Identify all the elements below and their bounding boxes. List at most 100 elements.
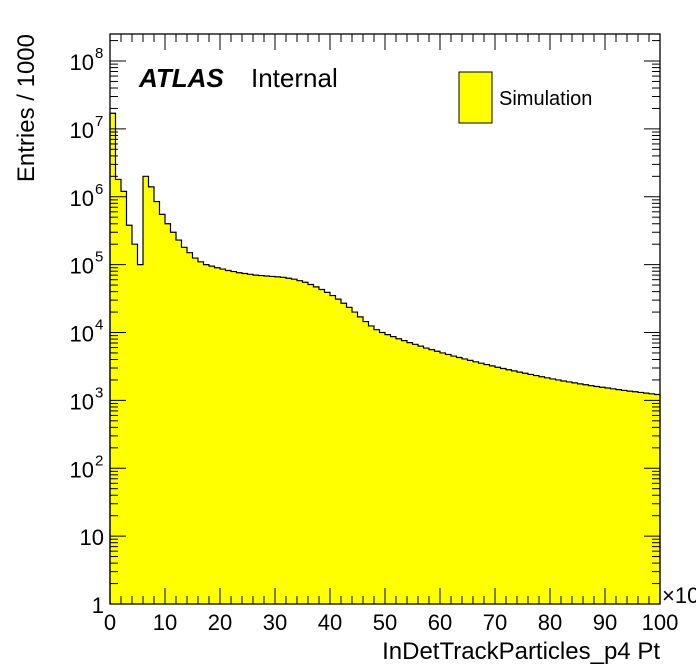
- histogram-bin: [170, 232, 177, 604]
- histogram-bin: [632, 391, 639, 604]
- histogram-bin: [286, 278, 292, 604]
- x-tick-label: 10: [153, 610, 177, 635]
- histogram-bin: [363, 321, 369, 604]
- histogram-bin: [390, 336, 397, 604]
- y-tick-exponent: 8: [95, 45, 103, 62]
- x-tick-label: 30: [263, 610, 287, 635]
- histogram-bin: [566, 381, 573, 604]
- y-tick-base: 10: [70, 322, 94, 347]
- histogram-bin: [467, 360, 474, 604]
- y-tick-exponent: 5: [95, 249, 103, 266]
- y-tick-label: 10 4: [70, 317, 104, 347]
- histogram-bin: [533, 375, 540, 604]
- y-tick-label: 10 7: [70, 113, 104, 143]
- histogram-bin: [324, 292, 331, 604]
- histogram-bin: [577, 383, 584, 604]
- histogram-bin: [605, 388, 611, 604]
- y-tick-label: 10 3: [70, 384, 104, 414]
- histogram-bin: [440, 352, 446, 604]
- histogram-bin: [539, 376, 545, 604]
- histogram-bin: [165, 223, 171, 604]
- histogram-bin: [654, 394, 661, 604]
- histogram-bin: [528, 374, 534, 604]
- histogram-bin: [385, 334, 391, 604]
- histogram-bin: [473, 361, 479, 604]
- y-tick-label: 10 8: [70, 45, 104, 75]
- histogram-bin: [643, 393, 650, 604]
- y-tick-exponent: 3: [95, 384, 103, 401]
- histogram-bin: [517, 372, 523, 604]
- x-tick-labels: 0 10 20 30 40 50 60 70 80 90 100: [104, 610, 678, 635]
- histogram-bin: [143, 176, 149, 604]
- histogram-outline: [109, 112, 661, 604]
- x-tick-label: 40: [318, 610, 342, 635]
- histogram-bin: [209, 266, 215, 604]
- histogram-bin: [264, 275, 270, 604]
- legend-label: Simulation: [499, 88, 592, 110]
- x-tick-label: 80: [538, 610, 562, 635]
- y-tick-label: 10 2: [70, 452, 104, 482]
- histogram-bin: [346, 307, 353, 604]
- histogram-bin: [396, 338, 402, 604]
- histogram-bin: [341, 303, 347, 604]
- histogram-bin: [258, 275, 265, 604]
- x-tick-label: 60: [428, 610, 452, 635]
- histogram-bin: [275, 276, 281, 604]
- histogram-bin: [495, 367, 501, 604]
- histogram-bin: [231, 271, 237, 604]
- histogram-bin: [462, 358, 468, 604]
- histogram-bin: [418, 346, 424, 604]
- histogram-bin: [126, 225, 133, 605]
- y-tick-base: 10: [70, 118, 94, 143]
- atlas-status: Internal: [251, 63, 338, 93]
- histogram-bin: [434, 351, 441, 604]
- legend: Simulation: [458, 71, 592, 124]
- histogram-bin: [599, 387, 606, 604]
- histogram-bin: [423, 348, 430, 604]
- histogram-bin: [621, 390, 628, 604]
- histogram-bin: [511, 370, 518, 604]
- histogram-bin: [319, 289, 325, 604]
- histogram-bin: [550, 378, 556, 604]
- histogram-bin: [203, 264, 210, 604]
- histogram-bin: [610, 388, 617, 604]
- histogram-bin: [352, 312, 358, 604]
- y-tick-base: 10: [70, 186, 94, 211]
- y-tick-exponent: 4: [95, 317, 103, 334]
- histogram-bin: [555, 379, 562, 604]
- y-tick-label: 10 5: [70, 249, 104, 279]
- histogram-bin: [429, 349, 435, 604]
- x-tick-label: 20: [208, 610, 232, 635]
- histogram-bin: [374, 329, 380, 604]
- histogram-bin: [357, 316, 364, 604]
- x-tick-label: 0: [104, 610, 116, 635]
- histogram-bin: [627, 391, 633, 604]
- histogram-bin: [297, 280, 303, 604]
- histogram-bin: [522, 373, 529, 604]
- y-tick-label: 1: [92, 593, 104, 618]
- histogram-bin: [132, 244, 138, 604]
- histogram-bin: [192, 258, 199, 604]
- histogram-bin: [583, 384, 589, 604]
- x-tick-label: 50: [373, 610, 397, 635]
- histogram-bin: [484, 364, 490, 604]
- histogram-bin: [638, 392, 644, 604]
- x-tick-label: 100: [642, 610, 679, 635]
- histogram-bin: [616, 389, 622, 604]
- histogram-bin: [308, 284, 314, 604]
- histogram-bin: [280, 277, 287, 604]
- x-tick-label: 70: [483, 610, 507, 635]
- y-tick-base: 10: [80, 525, 104, 550]
- histogram-bin: [269, 276, 276, 604]
- y-tick-exponent: 7: [95, 113, 103, 130]
- histogram-bin: [302, 282, 309, 604]
- histogram-bin: [313, 286, 320, 604]
- y-tick-exponent: 6: [95, 181, 103, 198]
- histogram-bin: [456, 357, 463, 604]
- histogram-bin: [121, 191, 127, 604]
- histogram-bin: [181, 247, 188, 604]
- histogram-bin: [451, 356, 457, 604]
- atlas-label: ATLAS: [138, 63, 224, 93]
- histogram-bin: [148, 186, 155, 605]
